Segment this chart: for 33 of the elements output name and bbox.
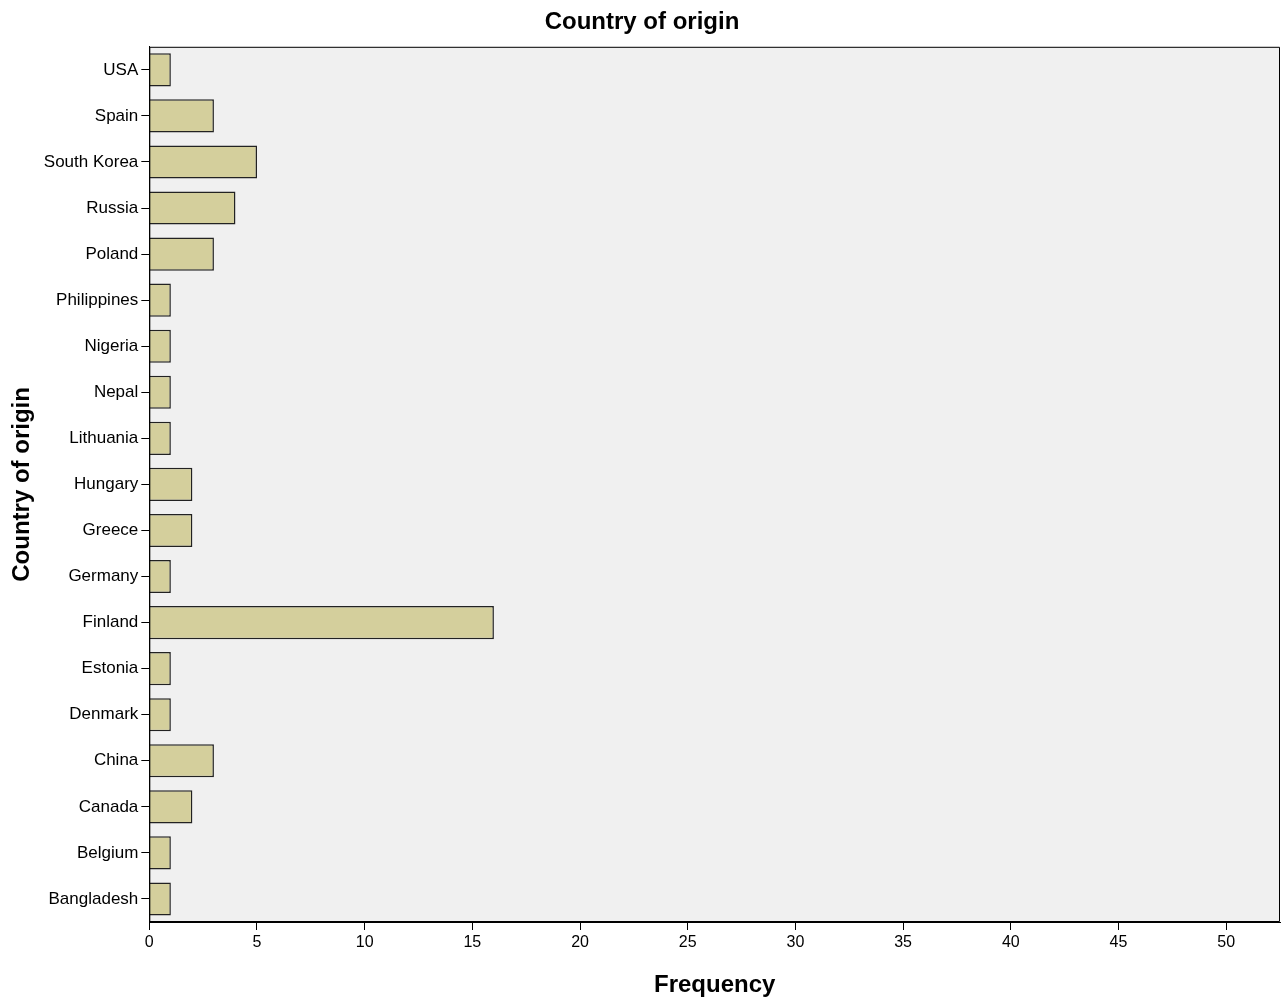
x-tick-label: 10	[355, 933, 374, 951]
y-tick-label: Belgium	[76, 842, 139, 862]
y-tick-label: Finland	[82, 612, 139, 632]
y-tick-label: Lithuania	[69, 428, 139, 448]
y-axis-title: Country of origin	[7, 387, 35, 582]
x-tick-label: 20	[571, 933, 590, 951]
y-tick-label: Estonia	[81, 658, 139, 678]
x-axis-title: Frequency	[653, 970, 776, 998]
x-tick-label: 50	[1217, 933, 1236, 951]
y-tick-label: Hungary	[74, 474, 139, 494]
y-tick-label: Spain	[94, 105, 139, 125]
y-tick-label: Philippines	[56, 289, 139, 309]
chart-title: Country of origin	[544, 7, 740, 35]
y-tick-label: Canada	[78, 796, 139, 816]
y-tick-label: Denmark	[69, 704, 139, 724]
y-tick-label: Greece	[82, 520, 139, 540]
y-tick-label: China	[93, 750, 139, 770]
y-tick-label: Germany	[68, 566, 139, 586]
y-tick-label: Poland	[85, 243, 139, 263]
x-tick-label: 25	[678, 933, 697, 951]
x-tick-label: 45	[1109, 933, 1128, 951]
x-tick-label: 5	[252, 933, 262, 951]
x-tick-label: 15	[463, 933, 482, 951]
y-tick-label: USA	[103, 59, 139, 79]
x-tick-label: 40	[1001, 933, 1020, 951]
x-tick-label: 35	[894, 933, 913, 951]
y-tick-label: South Korea	[43, 151, 139, 171]
x-tick-label: 0	[144, 933, 154, 951]
y-tick-label: Bangladesh	[48, 888, 139, 908]
x-tick-label: 30	[786, 933, 805, 951]
y-tick-label: Nigeria	[84, 335, 139, 355]
y-tick-label: Russia	[86, 197, 139, 217]
y-tick-label: Nepal	[93, 381, 139, 401]
